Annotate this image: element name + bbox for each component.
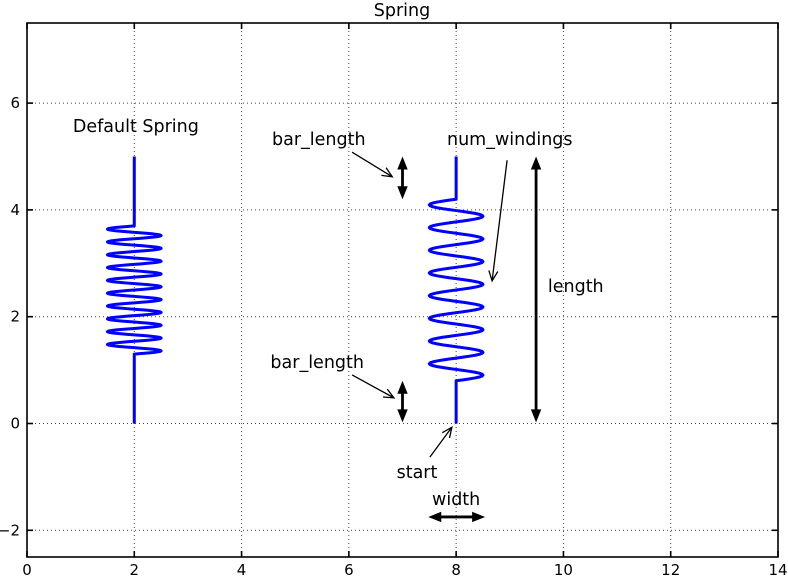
bar-length-bottom-dim-head — [397, 409, 408, 423]
length-dim-head — [530, 156, 542, 170]
width-label: width — [432, 490, 480, 510]
y-tick-label: 4 — [10, 201, 20, 219]
default-spring-path — [105, 156, 163, 424]
chart-title: Spring — [374, 1, 430, 21]
bar-length-bottom-dim-head — [397, 380, 408, 394]
spring-curves-layer — [105, 156, 485, 424]
start-arrow — [429, 425, 453, 458]
x-tick-label: 10 — [554, 561, 573, 577]
length-label: length — [548, 277, 604, 297]
bar-length-top-label: bar_length — [272, 130, 366, 150]
bar-length-bottom-label: bar_length — [270, 353, 364, 373]
y-tick-label: −2 — [0, 521, 20, 539]
width-dim-head — [472, 511, 486, 523]
y-tick-label: 2 — [10, 308, 20, 326]
x-tick-label: 14 — [768, 561, 787, 577]
start-label: start — [397, 463, 438, 483]
bar-length-top-arrow — [351, 151, 394, 178]
plot-border — [26, 22, 779, 558]
y-tick-label: 0 — [10, 415, 20, 433]
x-tick-label: 2 — [130, 561, 140, 577]
y-tick-label: 6 — [10, 94, 20, 112]
annotated-spring-path — [427, 156, 485, 424]
bar-length-top-dim-head — [397, 186, 408, 200]
bar-length-bottom-arrow — [351, 374, 396, 399]
x-tick-label: 8 — [451, 561, 461, 577]
width-dim-head — [428, 511, 442, 523]
grid-layer — [27, 23, 778, 557]
length-dim-head — [530, 409, 542, 423]
num-windings-label: num_windings — [447, 130, 573, 150]
num-windings-arrow — [488, 160, 508, 283]
default-spring-label: Default Spring — [73, 117, 199, 137]
annotations-layer: Default Spring bar_length num_windings bar_… — [73, 117, 604, 523]
x-tick-label: 12 — [661, 561, 680, 577]
x-tick-label: 6 — [344, 561, 354, 577]
bar-length-top-dim-head — [397, 156, 408, 170]
axes-layer: 0 2 4 6 8 10 12 14 −2 0 2 4 6 — [0, 22, 788, 577]
x-tick-label: 0 — [22, 561, 32, 577]
x-tick-label: 4 — [237, 561, 247, 577]
